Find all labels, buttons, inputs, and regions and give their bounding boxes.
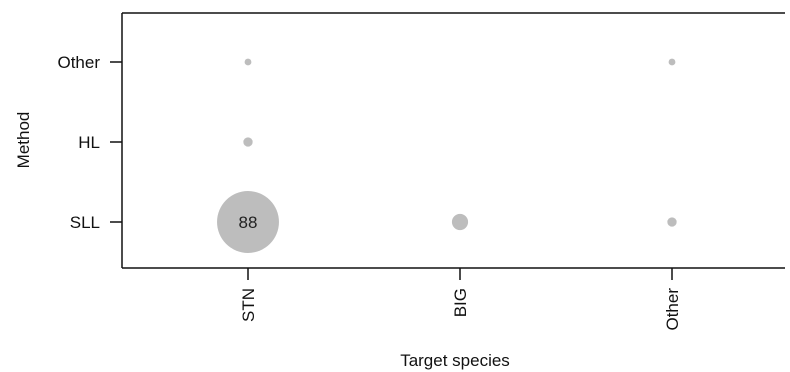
bubble-big-sll: [451, 213, 469, 231]
bubble-other-sll: [667, 217, 677, 227]
bubble-stn-hl: [243, 137, 253, 147]
bubble-other-other: [668, 58, 676, 66]
bubble-label-stn-sll: 88: [239, 213, 258, 232]
bubble-stn-other: [244, 58, 252, 66]
y-tick-label-hl: HL: [78, 133, 100, 152]
y-tick-label-sll: SLL: [70, 213, 100, 232]
bubble-stn-sll: [217, 191, 279, 253]
x-axis-title: Target species: [400, 351, 510, 370]
x-tick-label-other: Other: [663, 288, 682, 331]
y-axis-title: Method: [14, 112, 33, 169]
x-tick-label-big: BIG: [451, 288, 470, 317]
ticks-layer: SLL HL Other STN BIG Other: [57, 53, 682, 331]
y-tick-label-other: Other: [57, 53, 100, 72]
marks-layer: 88: [217, 58, 677, 253]
x-tick-label-stn: STN: [239, 288, 258, 322]
